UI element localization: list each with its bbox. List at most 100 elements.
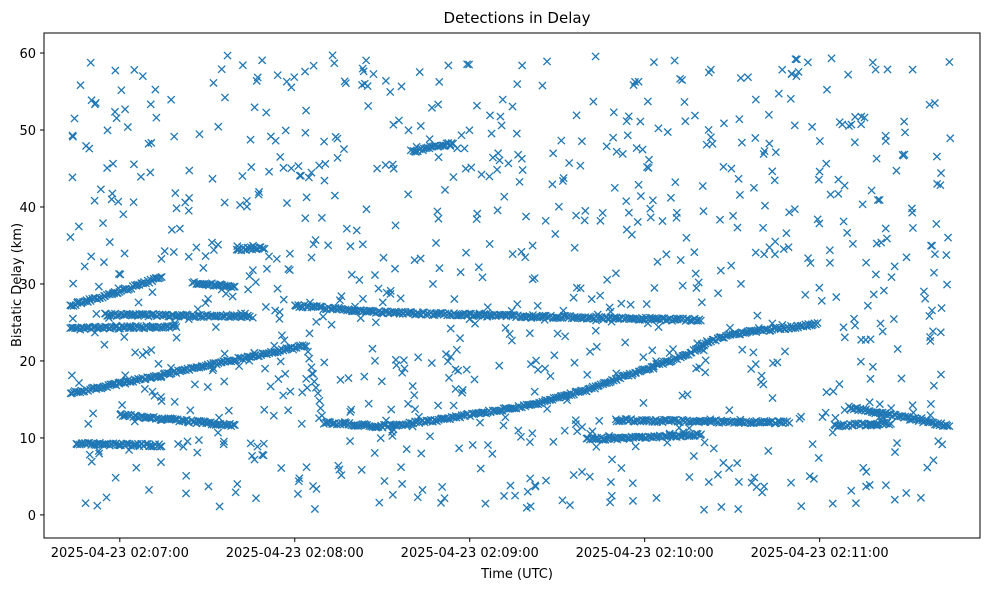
detection-point xyxy=(778,65,787,74)
detection-point xyxy=(892,438,902,448)
detection-point xyxy=(803,58,812,67)
detection-point xyxy=(873,195,883,205)
detection-point xyxy=(235,362,244,371)
detection-point xyxy=(155,442,165,451)
detection-point xyxy=(411,405,420,414)
detection-point xyxy=(434,100,443,109)
detection-point xyxy=(381,160,390,170)
detection-point xyxy=(801,290,810,299)
detection-point xyxy=(166,363,176,372)
detection-point xyxy=(185,166,194,175)
detection-point xyxy=(557,136,566,145)
detection-point xyxy=(178,366,187,375)
detection-point xyxy=(591,326,600,335)
detection-point xyxy=(370,270,380,280)
detection-point xyxy=(623,131,632,140)
detection-point xyxy=(681,117,690,126)
detection-point xyxy=(678,75,687,85)
detection-point xyxy=(103,126,112,135)
detection-point xyxy=(388,160,397,169)
detection-point xyxy=(307,168,316,177)
detection-point xyxy=(399,356,408,365)
detection-point xyxy=(287,83,296,92)
detection-point xyxy=(840,333,849,342)
detection-point xyxy=(295,171,304,180)
detection-point xyxy=(123,439,132,448)
detection-point xyxy=(827,54,836,63)
detection-point xyxy=(521,253,530,262)
detection-point xyxy=(592,316,601,325)
detection-point xyxy=(577,467,587,477)
detection-point xyxy=(754,323,763,333)
detection-point xyxy=(936,370,946,379)
detection-point xyxy=(112,114,121,123)
detection-point xyxy=(320,176,329,185)
detection-point xyxy=(794,67,803,77)
detection-point xyxy=(302,463,311,472)
detection-point xyxy=(96,185,105,194)
detection-point xyxy=(217,65,226,74)
detection-point xyxy=(444,373,454,382)
detection-point xyxy=(572,211,581,220)
detection-point xyxy=(277,463,286,473)
detection-point xyxy=(649,58,659,67)
detection-point xyxy=(525,437,535,447)
detection-point xyxy=(122,439,131,448)
detection-point xyxy=(441,350,451,359)
detection-point xyxy=(653,432,662,441)
detection-point xyxy=(83,297,92,306)
detection-point xyxy=(546,371,555,381)
detection-point xyxy=(193,448,202,457)
detection-point xyxy=(929,381,938,390)
detection-point xyxy=(74,378,84,387)
detection-point xyxy=(446,141,455,151)
detection-point xyxy=(465,315,474,324)
detection-point xyxy=(521,212,531,221)
detection-point xyxy=(248,266,257,275)
detection-point xyxy=(80,262,89,271)
detection-point xyxy=(821,408,830,417)
detection-point xyxy=(541,476,551,485)
detection-point xyxy=(596,291,605,300)
detection-point xyxy=(171,189,180,198)
detection-point xyxy=(518,165,527,175)
detection-point xyxy=(715,215,725,224)
detection-point xyxy=(871,65,880,74)
detection-point xyxy=(87,96,96,105)
detection-point xyxy=(251,278,260,287)
detection-point xyxy=(156,273,165,282)
detection-point xyxy=(414,412,423,421)
detection-point xyxy=(152,113,161,122)
detection-point xyxy=(352,226,361,235)
detection-point xyxy=(768,359,778,368)
detection-point xyxy=(701,416,710,425)
detection-point xyxy=(404,126,413,135)
detection-point xyxy=(262,108,271,117)
detection-point xyxy=(392,361,401,370)
detection-point xyxy=(832,293,841,302)
detection-point xyxy=(123,123,132,132)
detection-point xyxy=(275,307,284,317)
detection-point xyxy=(471,319,480,328)
detection-point xyxy=(910,414,919,423)
detection-point xyxy=(889,314,898,324)
detection-point xyxy=(758,488,767,497)
detection-point xyxy=(204,294,213,303)
detection-point xyxy=(735,115,744,124)
detection-point xyxy=(528,429,537,438)
detection-point xyxy=(322,418,331,427)
detection-point xyxy=(220,93,230,102)
x-tick-label: 2025-04-23 02:11:00 xyxy=(751,546,889,561)
detection-point xyxy=(89,409,98,418)
detection-point xyxy=(849,314,859,323)
detection-point xyxy=(346,242,355,251)
detection-point xyxy=(733,223,742,232)
detection-point xyxy=(869,290,878,299)
detection-point xyxy=(418,485,427,495)
detection-point xyxy=(485,239,494,248)
detection-point xyxy=(100,340,109,349)
detection-point xyxy=(756,378,766,387)
detection-point xyxy=(862,258,871,267)
detection-point xyxy=(398,368,407,377)
detection-point xyxy=(764,110,773,119)
